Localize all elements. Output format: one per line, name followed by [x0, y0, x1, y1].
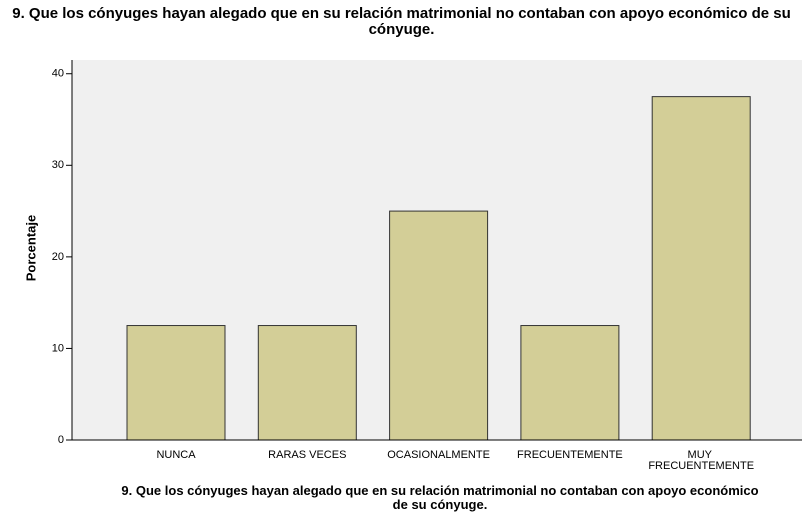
y-tick-label: 20: [52, 251, 64, 263]
y-tick-label: 40: [52, 68, 64, 80]
chart-title: 9. Que los cónyuges hayan alegado que en…: [12, 5, 791, 38]
x-tick-label: FRECUENTEMENTE: [517, 449, 623, 461]
bar: [651, 96, 751, 441]
y-tick-label: 10: [52, 342, 64, 354]
bar: [257, 325, 357, 441]
x-axis-label: 9. Que los cónyuges hayan alegado que en…: [121, 483, 759, 512]
y-axis-label: Porcentaje: [23, 215, 38, 281]
bar: [389, 210, 489, 441]
y-tick-label: 0: [58, 434, 64, 446]
x-tick-label: OCASIONALMENTE: [387, 449, 490, 461]
x-tick-label: RARAS VECES: [268, 449, 346, 461]
y-tick-label: 30: [52, 159, 64, 171]
x-tick-label: NUNCA: [156, 449, 196, 461]
x-tick-label: MUY FRECUENTEMENTE: [648, 449, 754, 472]
bar: [126, 325, 226, 441]
bar: [520, 325, 620, 441]
